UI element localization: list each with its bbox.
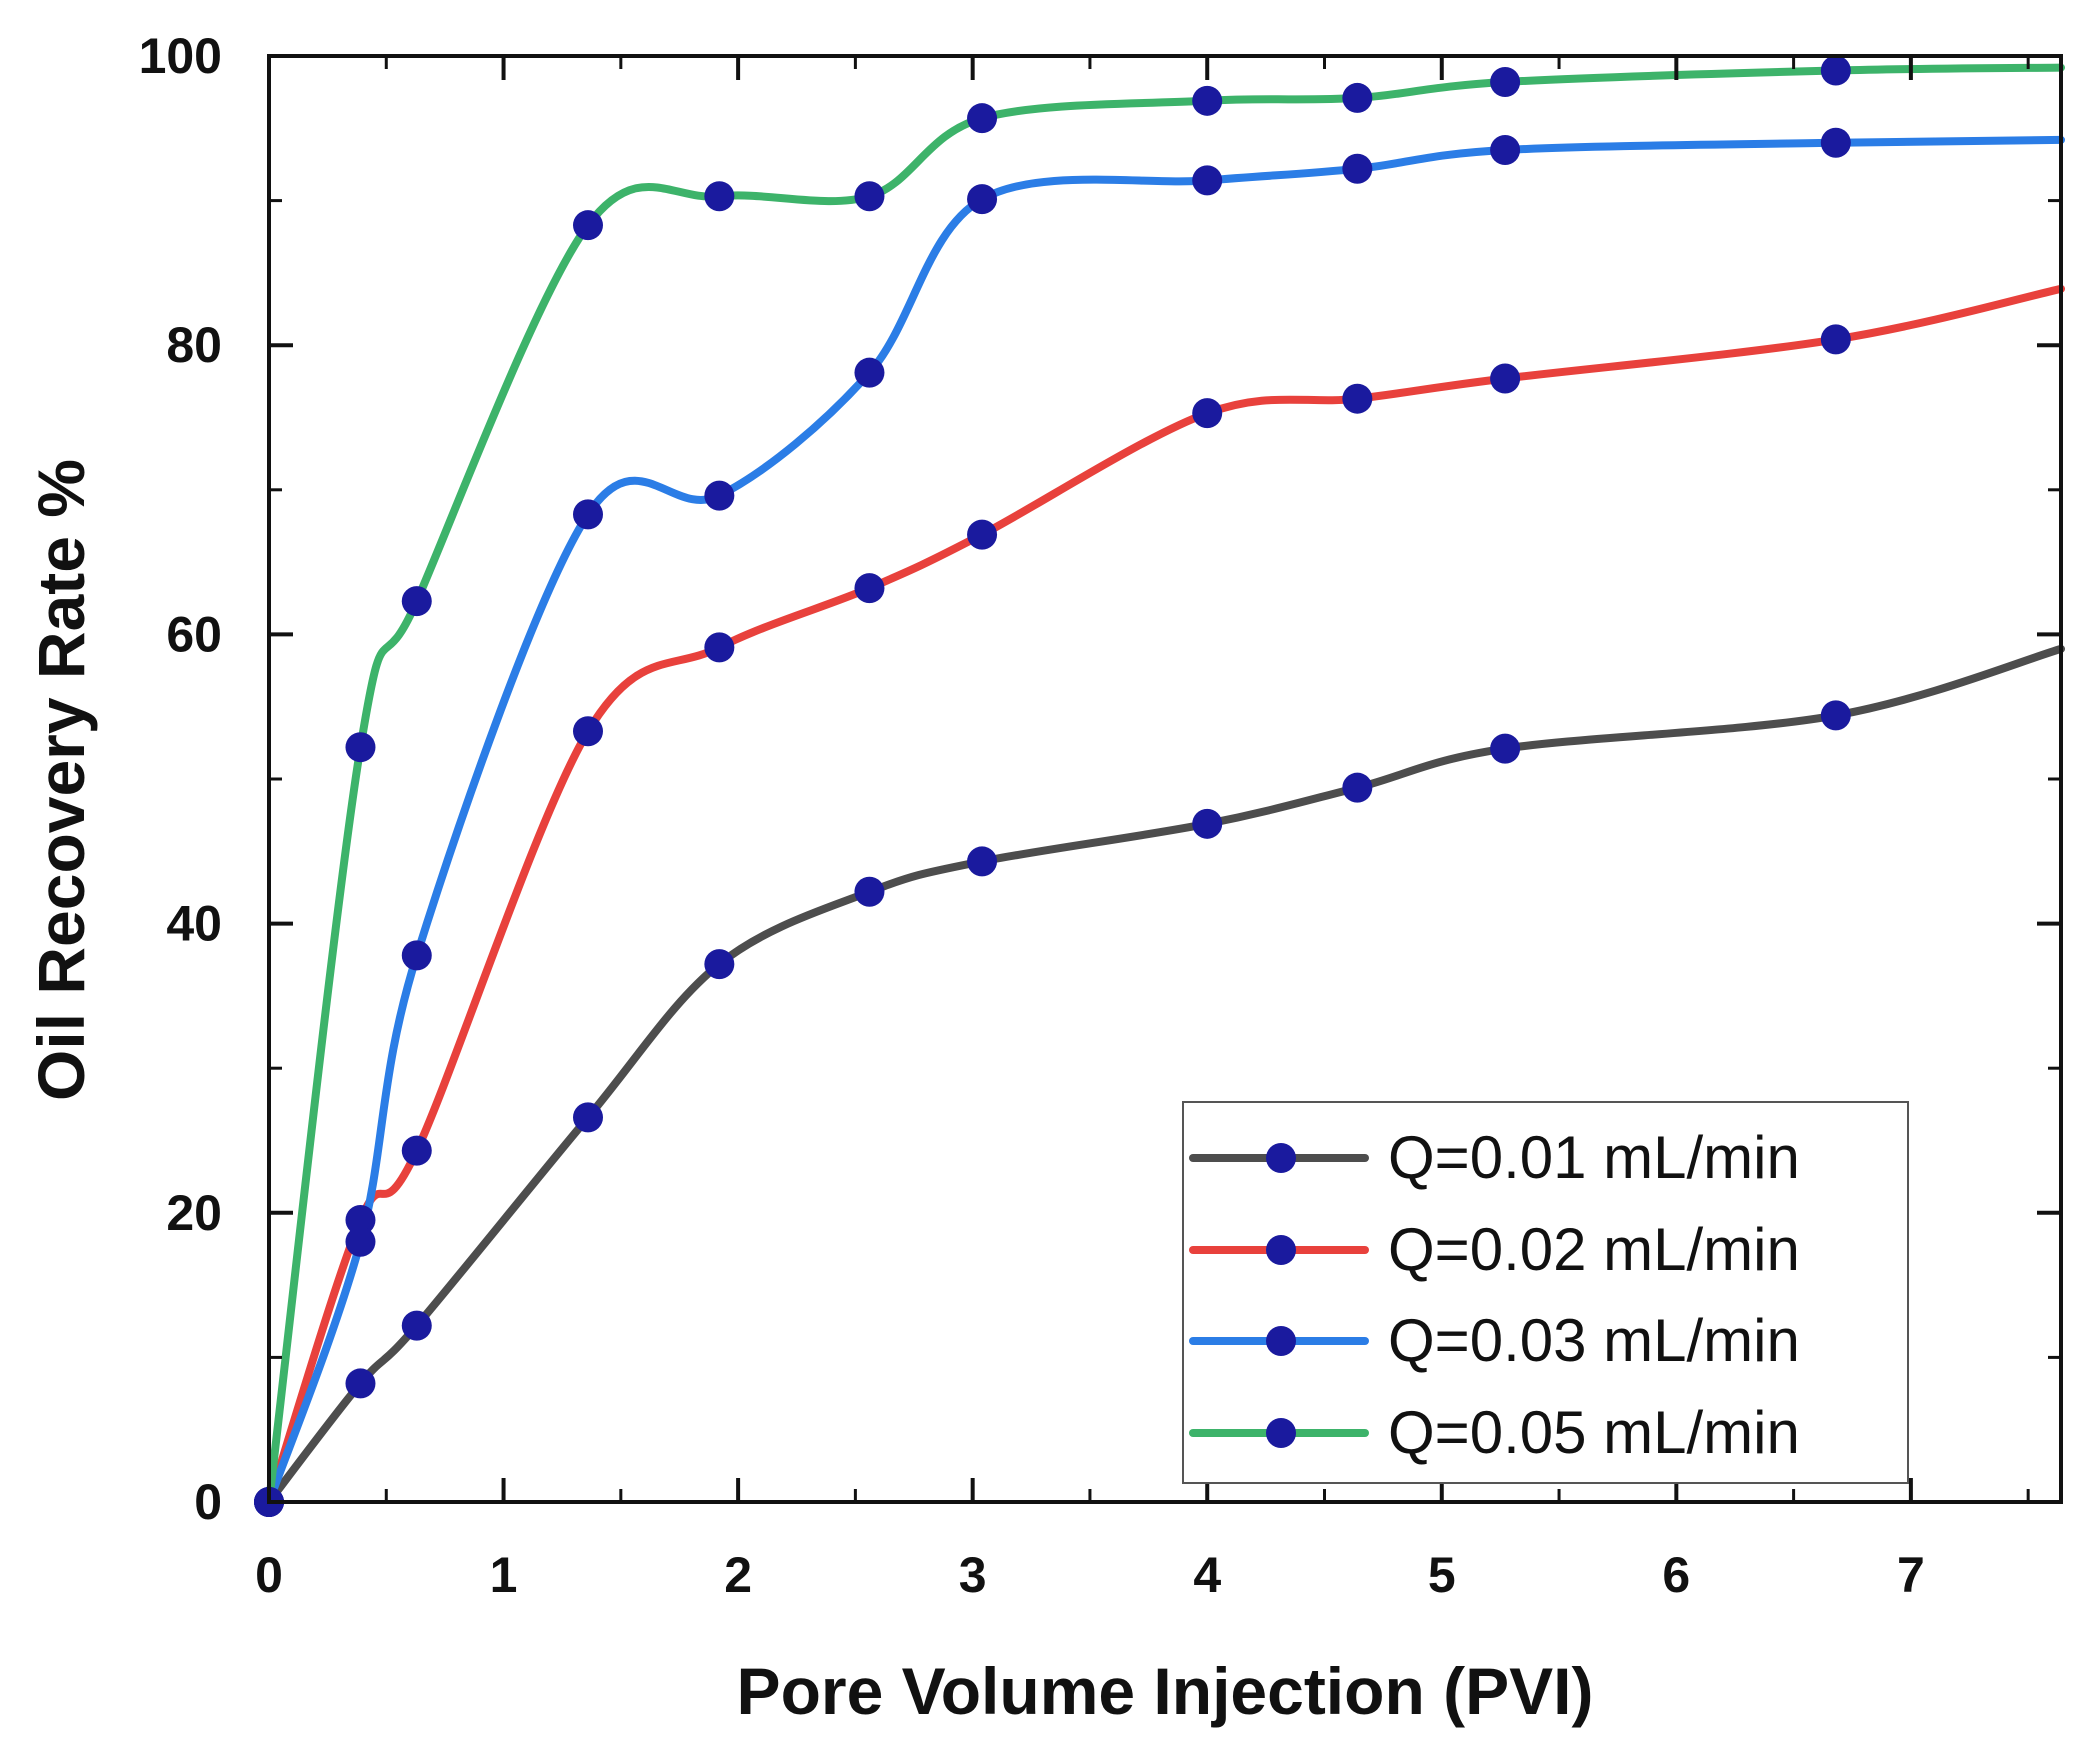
y-tick-label: 60 [166, 606, 222, 662]
series-line-2 [265, 284, 2065, 1506]
series-line-3 [265, 135, 2065, 1506]
legend-box [1182, 1101, 1909, 1484]
data-point-s1-8 [1342, 772, 1373, 803]
x-tick-labels: 0 1 2 3 4 5 6 7 [255, 1547, 1925, 1603]
data-point-s3-2 [401, 940, 432, 971]
data-point-s3-5 [854, 357, 885, 388]
legend-label: Q=0.01 mL/min [1388, 1124, 1800, 1191]
data-point-s4-8 [1342, 82, 1373, 113]
data-point-s2-6 [967, 519, 998, 550]
data-point-s4-9 [1490, 67, 1521, 98]
data-point-s1-10 [1820, 700, 1851, 731]
data-point-s2-3 [572, 716, 603, 747]
data-point-s4-5 [854, 181, 885, 212]
data-point-s2-4 [704, 632, 735, 663]
data-point-s3-7 [1192, 165, 1223, 196]
data-point-s4-1 [345, 732, 376, 763]
data-point-s1-9 [1490, 733, 1521, 764]
data-point-s4-10 [1820, 55, 1851, 86]
x-axis-label: Pore Volume Injection (PVI) [737, 1654, 1594, 1728]
data-point-s2-9 [1490, 363, 1521, 394]
data-point-s2-8 [1342, 383, 1373, 414]
y-tick-label: 100 [139, 28, 222, 84]
data-point-s1-3 [572, 1102, 603, 1133]
data-point-s4-3 [572, 210, 603, 241]
legend-swatch-marker [1266, 1418, 1296, 1448]
x-tick-label: 4 [1193, 1547, 1221, 1603]
data-point-s1-6 [967, 846, 998, 877]
data-point-s4-6 [967, 103, 998, 134]
x-tick-label: 5 [1428, 1547, 1456, 1603]
y-tick-label: 40 [166, 896, 222, 952]
legend-label: Q=0.03 mL/min [1388, 1307, 1800, 1374]
y-tick-labels: 0 20 40 60 80 100 [139, 28, 222, 1530]
x-tick-label: 7 [1897, 1547, 1925, 1603]
legend: Q=0.01 mL/min Q=0.02 mL/min Q=0.03 mL/min Q… [1182, 1101, 1909, 1484]
data-point-s4-2 [401, 586, 432, 617]
y-tick-label: 80 [166, 317, 222, 373]
data-point-s3-1 [345, 1226, 376, 1257]
data-point-s2-7 [1192, 398, 1223, 429]
data-point-s3-9 [1490, 134, 1521, 165]
legend-swatch-marker [1266, 1326, 1296, 1356]
y-tick-label: 20 [166, 1185, 222, 1241]
legend-label: Q=0.05 mL/min [1388, 1399, 1800, 1466]
y-tick-label: 0 [194, 1474, 222, 1530]
legend-swatch-marker [1266, 1235, 1296, 1265]
data-point-s2-10 [1820, 324, 1851, 355]
data-point-s1-4 [704, 949, 735, 980]
data-point-s4-7 [1192, 85, 1223, 116]
data-point-s3-4 [704, 480, 735, 511]
data-point-s2-5 [854, 573, 885, 604]
y-axis-label: Oil Recovery Rate % [24, 459, 98, 1101]
x-tick-label: 3 [959, 1547, 987, 1603]
data-point-s3-6 [967, 184, 998, 215]
data-point-s2-1 [345, 1205, 376, 1236]
x-tick-label: 0 [255, 1547, 283, 1603]
x-tick-label: 1 [490, 1547, 518, 1603]
legend-label: Q=0.02 mL/min [1388, 1216, 1800, 1283]
data-point-s1-2 [401, 1310, 432, 1341]
data-point-s3-10 [1820, 127, 1851, 158]
data-point-s3-3 [572, 499, 603, 530]
x-tick-label: 6 [1662, 1547, 1690, 1603]
series-markers [254, 55, 1851, 1517]
x-tick-label: 2 [724, 1547, 752, 1603]
data-point-s3-8 [1342, 153, 1373, 184]
data-point-s1-1 [345, 1368, 376, 1399]
legend-swatch-marker [1266, 1143, 1296, 1173]
data-point-s1-5 [854, 876, 885, 907]
data-point-s4-4 [704, 181, 735, 212]
data-point-s2-2 [401, 1135, 432, 1166]
data-point-s1-7 [1192, 808, 1223, 839]
